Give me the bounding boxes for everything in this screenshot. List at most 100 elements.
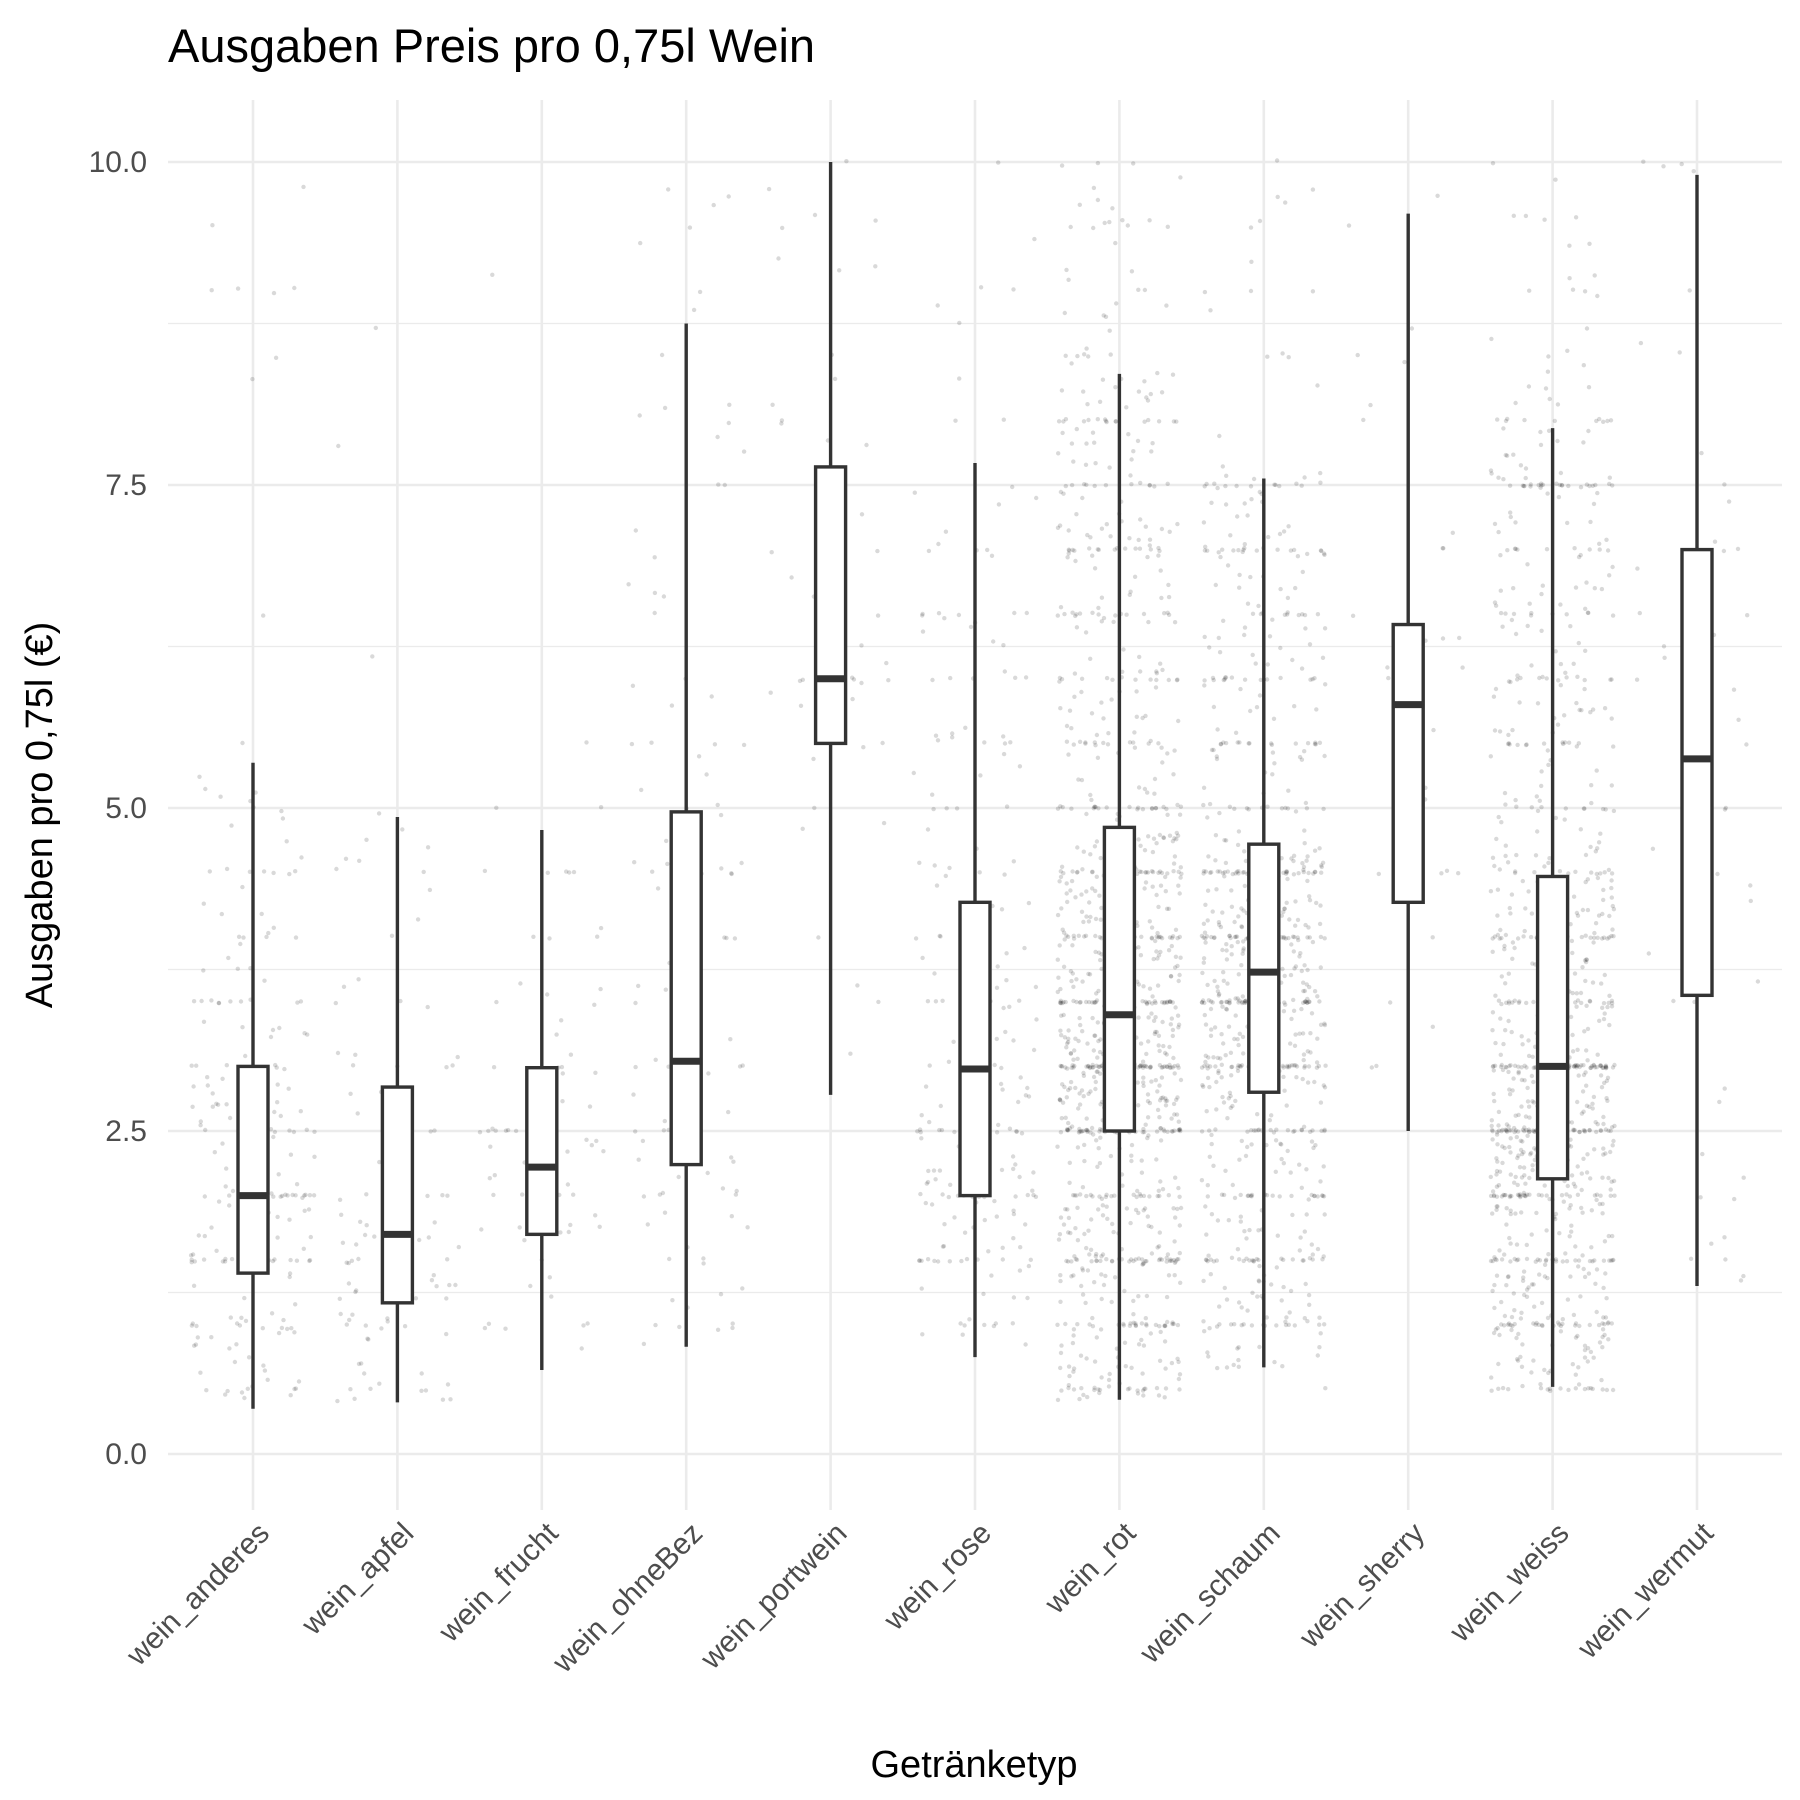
jitter-point [1074, 512, 1079, 517]
jitter-point [1138, 1193, 1144, 1199]
jitter-point [1077, 1396, 1082, 1402]
jitter-point [1174, 1097, 1179, 1103]
jitter-point [1646, 951, 1652, 956]
jitter-point [346, 1260, 351, 1266]
jitter-point [1602, 1239, 1608, 1244]
iqr-box [380, 1085, 415, 1305]
jitter-point [1089, 1259, 1094, 1264]
jitter-point [1142, 1206, 1148, 1211]
jitter-point [1295, 917, 1301, 923]
jitter-point [1524, 1128, 1529, 1133]
jitter-point [1286, 355, 1291, 360]
jitter-point [1249, 1142, 1254, 1147]
jitter-point [1577, 1064, 1582, 1070]
jitter-point [1142, 886, 1147, 891]
jitter-point [1503, 1192, 1508, 1198]
jitter-point [1583, 978, 1588, 984]
jitter-point [198, 1370, 203, 1375]
jitter-point [1092, 566, 1098, 571]
jitter-point [1282, 906, 1287, 911]
jitter-point [1529, 805, 1535, 810]
jitter-point [203, 1127, 208, 1133]
jitter-point [1143, 999, 1148, 1004]
jitter-point [1499, 1001, 1504, 1007]
jitter-point [926, 1168, 931, 1174]
jitter-point [1638, 340, 1644, 346]
jitter-point [1269, 741, 1274, 746]
jitter-point [1099, 1272, 1104, 1277]
jitter-point [1204, 934, 1210, 939]
jitter-point [1285, 612, 1290, 617]
jitter-point [1178, 875, 1183, 880]
jitter-point [918, 1130, 923, 1135]
jitter-point [1062, 1084, 1067, 1090]
jitter-point [1141, 1261, 1146, 1266]
jitter-point [1125, 1387, 1131, 1392]
jitter-point [1301, 867, 1306, 873]
jitter-point [482, 1325, 488, 1331]
jitter-point [1507, 905, 1513, 911]
jitter-point [1120, 1183, 1125, 1188]
jitter-point [1575, 1063, 1580, 1068]
jitter-point [1312, 1193, 1317, 1199]
jitter-point [1488, 1258, 1494, 1264]
jitter-point [1237, 572, 1242, 578]
jitter-point [1098, 1071, 1103, 1076]
jitter-point [1109, 697, 1114, 702]
jitter-point [1249, 259, 1254, 264]
jitter-point [1506, 1321, 1512, 1326]
jitter-point [1160, 1095, 1166, 1100]
jitter-point [1214, 754, 1220, 759]
jitter-point [1559, 483, 1565, 488]
box-wein_schaum [1247, 478, 1281, 1368]
jitter-point [1304, 1167, 1309, 1172]
jitter-point [1258, 677, 1264, 683]
jitter-point [1533, 1322, 1538, 1327]
jitter-point [1226, 1096, 1232, 1101]
jitter-point [1502, 943, 1507, 949]
jitter-point [1068, 888, 1073, 893]
jitter-point [1513, 1211, 1518, 1216]
jitter-point [265, 1377, 270, 1383]
jitter-point [1531, 1065, 1537, 1071]
jitter-point [1205, 815, 1210, 820]
jitter-point [1316, 1063, 1322, 1069]
jitter-point [554, 1032, 559, 1037]
x-tick-label: wein_rot [1038, 1516, 1143, 1621]
jitter-point [1078, 1022, 1083, 1028]
jitter-point [1312, 1079, 1317, 1085]
jitter-point [1585, 1152, 1590, 1157]
jitter-point [359, 1361, 364, 1366]
jitter-point [1441, 546, 1446, 551]
jitter-point [1304, 858, 1309, 863]
jitter-point [1010, 484, 1015, 490]
jitter-point [1529, 663, 1534, 668]
jitter-point [1270, 617, 1275, 622]
jitter-point [1223, 860, 1229, 866]
jitter-point [1224, 948, 1229, 953]
jitter-point [1301, 988, 1306, 994]
jitter-point [1610, 483, 1615, 488]
jitter-point [1230, 1103, 1235, 1109]
jitter-point [1597, 1340, 1603, 1345]
jitter-point [194, 1063, 199, 1068]
jitter-point [1141, 1208, 1146, 1213]
jitter-point [1229, 675, 1235, 680]
jitter-point [741, 742, 747, 748]
jitter-point [1164, 1000, 1170, 1005]
jitter-point [1712, 539, 1718, 544]
jitter-point [1104, 1192, 1109, 1198]
jitter-point [1611, 1178, 1617, 1184]
jitter-point [1079, 909, 1085, 914]
jitter-point [1086, 971, 1091, 977]
jitter-point [1508, 510, 1513, 515]
jitter-point [1238, 1064, 1244, 1069]
jitter-point [1202, 289, 1208, 295]
jitter-point [1585, 877, 1591, 882]
jitter-point [1519, 1034, 1524, 1039]
jitter-point [1178, 1128, 1183, 1134]
jitter-point [1522, 1125, 1527, 1130]
jitter-point [1217, 433, 1222, 439]
jitter-point [1566, 1387, 1571, 1393]
jitter-point [1142, 287, 1148, 293]
